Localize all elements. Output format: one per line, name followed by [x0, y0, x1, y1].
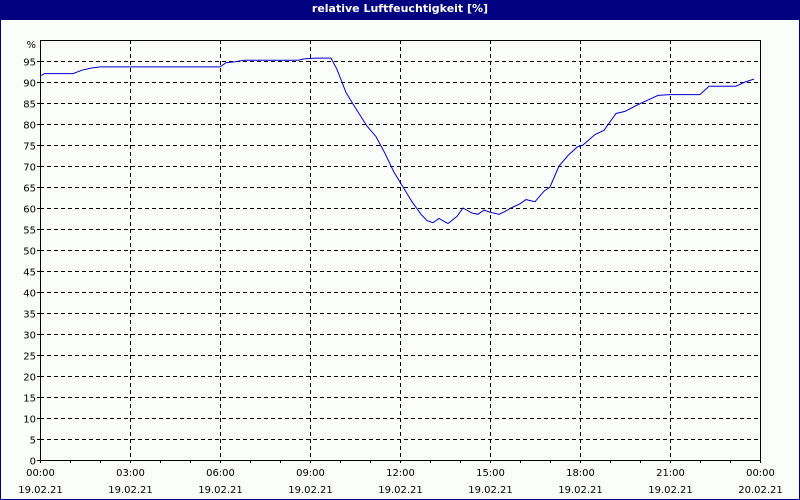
x-tick-date: 19.02.21 — [18, 485, 63, 496]
axes — [37, 40, 761, 463]
y-tick-label: 95 — [23, 58, 36, 69]
y-tick-label: 45 — [23, 268, 36, 279]
x-axis-labels: 00:00 19.02.21 03:00 19.02.21 06:00 19.02.21 0… — [18, 468, 783, 496]
x-tick-date: 20.02.21 — [738, 485, 783, 496]
y-tick-label: 25 — [23, 352, 36, 363]
y-tick-label: 75 — [23, 142, 36, 153]
x-tick-time: 00:00 — [26, 468, 55, 479]
y-tick-label: 35 — [23, 310, 36, 321]
x-tick-time: 21:00 — [656, 468, 685, 479]
y-tick-label: 10 — [23, 415, 36, 426]
x-tick-time: 18:00 — [566, 468, 595, 479]
x-tick-time: 06:00 — [206, 468, 235, 479]
x-tick-date: 19.02.21 — [108, 485, 153, 496]
y-tick-label: 90 — [23, 79, 36, 90]
y-tick-label: 5 — [30, 436, 36, 447]
x-tick-date: 19.02.21 — [468, 485, 513, 496]
chart-title: relative Luftfeuchtigkeit [%] — [0, 0, 800, 20]
grid-lines — [40, 40, 760, 460]
y-tick-label: 15 — [23, 394, 36, 405]
x-tick-time: 03:00 — [116, 468, 145, 479]
y-tick-label: 65 — [23, 184, 36, 195]
y-tick-label: 85 — [23, 100, 36, 111]
y-tick-label: 30 — [23, 331, 36, 342]
x-tick-date: 19.02.21 — [288, 485, 333, 496]
x-tick-date: 19.02.21 — [558, 485, 603, 496]
y-tick-label: 40 — [23, 289, 36, 300]
x-tick-date: 19.02.21 — [198, 485, 243, 496]
x-tick-time: 15:00 — [476, 468, 505, 479]
x-tick-date: 19.02.21 — [648, 485, 693, 496]
y-tick-label: 55 — [23, 226, 36, 237]
x-tick-time: 00:00 — [746, 468, 775, 479]
x-tick-time: 12:00 — [386, 468, 415, 479]
humidity-line — [39, 57, 755, 225]
x-tick-date: 19.02.21 — [378, 485, 423, 496]
y-axis-labels: 0 5 10 15 20 25 30 35 40 45 50 55 60 65 70 75 80 85 90 95% — [23, 40, 36, 468]
y-tick-label: 50 — [23, 247, 36, 258]
y-tick-label: 60 — [23, 205, 36, 216]
y-tick-label: 20 — [23, 373, 36, 384]
x-tick-time: 09:00 — [296, 468, 325, 479]
y-tick-label: 0 — [30, 457, 36, 468]
y-tick-label: 80 — [23, 121, 36, 132]
y-tick-label: 70 — [23, 163, 36, 174]
y-unit-label: % — [26, 40, 36, 51]
